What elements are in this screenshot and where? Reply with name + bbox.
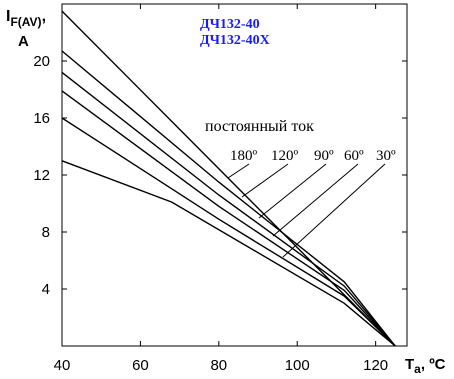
x-tick-label-100: 100 <box>285 357 310 374</box>
series-line-1 <box>61 50 396 347</box>
axes: 40 60 80 100 120 4 8 12 16 20 <box>33 3 408 374</box>
x-tick-label-120: 120 <box>363 357 388 374</box>
y-tick-label-8: 8 <box>42 224 50 241</box>
y-tick-label-12: 12 <box>33 167 50 184</box>
leader-line-5 <box>282 163 386 258</box>
series-label-3: 90º <box>314 148 334 164</box>
y-tick-label-4: 4 <box>42 281 50 298</box>
series-line-2 <box>61 71 396 347</box>
series-label-4: 60º <box>344 148 364 164</box>
series-label-dc: постоянный ток <box>205 118 314 135</box>
curves <box>61 10 396 347</box>
y-axis-unit: A <box>18 33 29 50</box>
leader-line-2 <box>241 163 289 198</box>
series-line-5 <box>61 160 396 347</box>
y-tick-label-16: 16 <box>33 110 50 127</box>
x-axis-label: Ta, ºC <box>405 356 446 376</box>
y-tick-label-20: 20 <box>33 53 50 70</box>
chart-title-line-2: ДЧ132-40Х <box>200 33 270 48</box>
leader-line-3 <box>258 163 327 219</box>
x-tick-label-60: 60 <box>132 357 149 374</box>
y-axis-label: IF(AV), <box>6 8 46 29</box>
series-label-5: 30º <box>376 148 396 164</box>
leader-line-4 <box>272 163 359 237</box>
series-label-2: 120º <box>271 148 299 164</box>
series-label-1: 180º <box>230 148 258 164</box>
series-line-0 <box>61 10 396 347</box>
x-tick-label-80: 80 <box>210 357 227 374</box>
chart-title-line-1: ДЧ132-40 <box>200 17 260 32</box>
x-tick-label-40: 40 <box>54 357 71 374</box>
leader-line-1 <box>227 163 250 179</box>
series-line-4 <box>61 117 396 347</box>
series-line-3 <box>61 90 396 347</box>
